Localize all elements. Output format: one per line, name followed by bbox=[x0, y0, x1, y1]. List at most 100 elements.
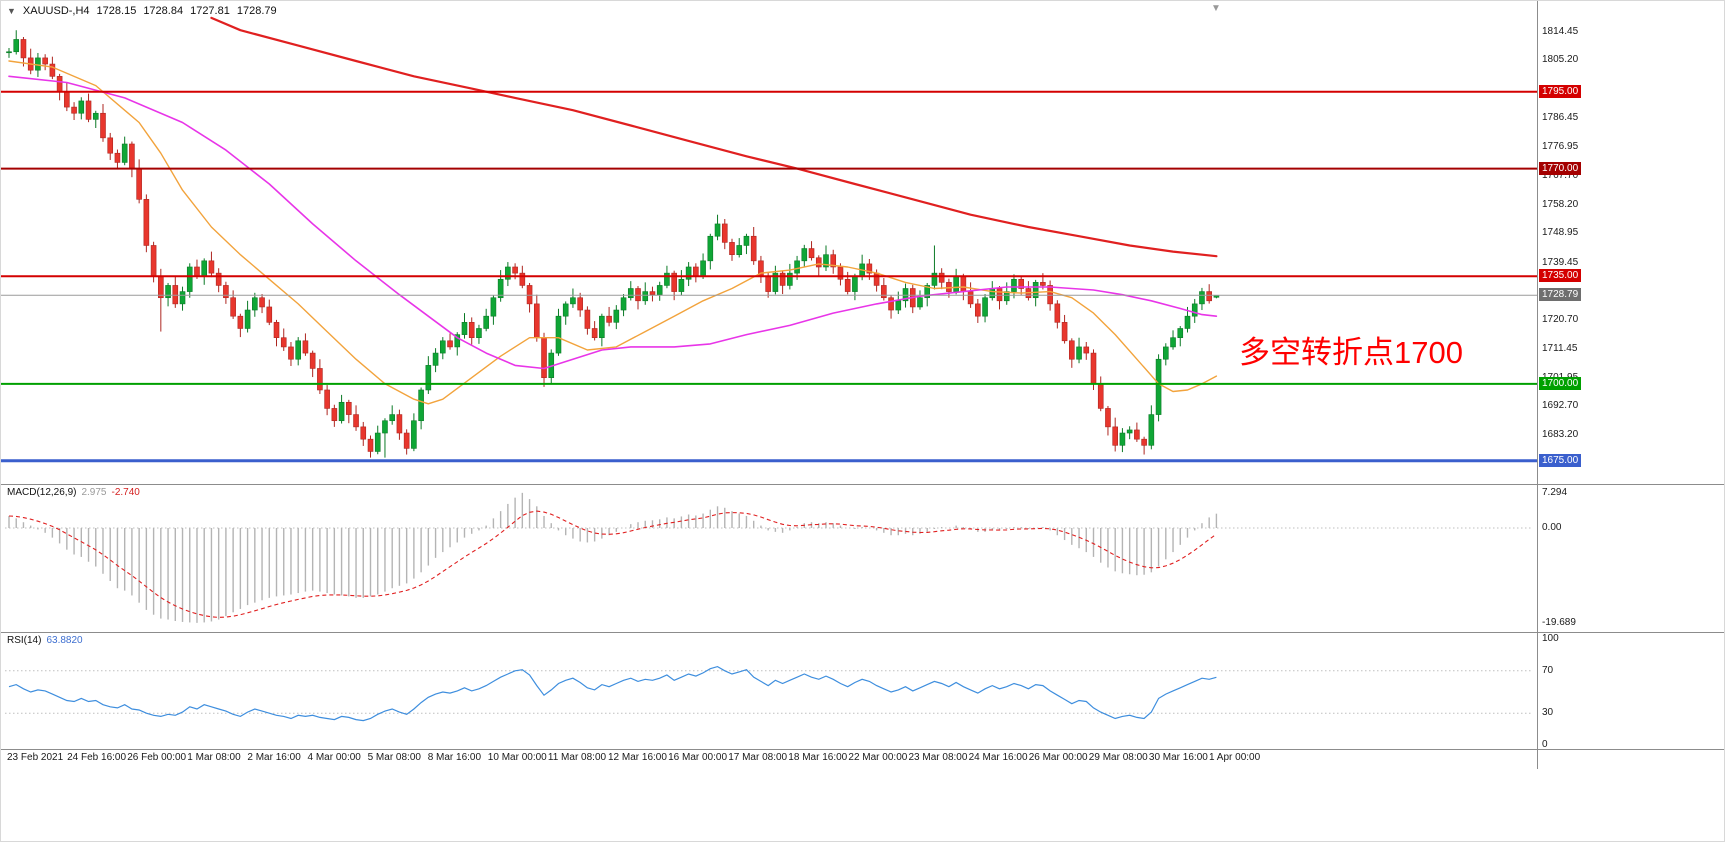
time-label: 29 Mar 08:00 bbox=[1088, 752, 1148, 763]
candle bbox=[895, 300, 902, 311]
symbol-dropdown-icon[interactable]: ▼ bbox=[7, 6, 16, 16]
price-level-badge[interactable]: 1700.00 bbox=[1539, 376, 1582, 390]
macd-axis-label: 7.294 bbox=[1542, 486, 1568, 498]
candle bbox=[468, 322, 475, 339]
candle bbox=[570, 297, 576, 305]
candle bbox=[367, 438, 374, 452]
candle bbox=[331, 408, 338, 422]
candle bbox=[1119, 432, 1126, 446]
candle bbox=[577, 297, 583, 311]
rsi-value: 63.8820 bbox=[46, 635, 83, 646]
candle bbox=[1003, 291, 1010, 302]
candle bbox=[953, 275, 959, 292]
candle bbox=[1061, 322, 1068, 342]
time-label: 23 Feb 2021 bbox=[7, 752, 64, 763]
candle bbox=[476, 328, 482, 339]
time-label: 10 Mar 00:00 bbox=[487, 752, 547, 763]
candle bbox=[765, 275, 771, 292]
price-tick-label: 1748.95 bbox=[1542, 227, 1579, 239]
price-level-badge[interactable]: 1735.00 bbox=[1539, 269, 1582, 283]
candle bbox=[1105, 408, 1111, 428]
candle bbox=[71, 106, 77, 114]
candle bbox=[461, 322, 468, 335]
candle bbox=[64, 91, 70, 108]
price-level-badge[interactable]: 1795.00 bbox=[1539, 84, 1582, 98]
candle bbox=[346, 401, 352, 415]
candle bbox=[794, 260, 800, 274]
time-label: 17 Mar 08:00 bbox=[728, 752, 788, 763]
candle bbox=[273, 322, 280, 339]
rsi-indicator-label: RSI(14) 63.8820 bbox=[7, 635, 83, 646]
macd-signal-line bbox=[8, 510, 1217, 618]
candle bbox=[497, 278, 504, 299]
candle bbox=[56, 76, 63, 93]
candle bbox=[707, 235, 714, 262]
candle bbox=[982, 297, 988, 317]
candle bbox=[996, 288, 1003, 302]
candle bbox=[960, 275, 967, 292]
candle bbox=[830, 254, 837, 268]
candle bbox=[844, 278, 851, 292]
candle bbox=[324, 389, 330, 409]
candle bbox=[808, 248, 815, 259]
price-tick-label: 1767.70 bbox=[1542, 169, 1579, 181]
candle bbox=[1184, 315, 1191, 329]
candle bbox=[100, 112, 106, 139]
candle bbox=[1076, 346, 1082, 360]
time-axis[interactable]: 23 Feb 2021 24 Feb 16:00 26 Feb 00:00 1 Mar… bbox=[1, 749, 1537, 769]
candle bbox=[1047, 285, 1053, 305]
candle bbox=[150, 245, 157, 277]
price-tick-label: 1692.70 bbox=[1542, 400, 1579, 412]
candle bbox=[649, 291, 656, 295]
candle bbox=[439, 340, 446, 354]
candle bbox=[266, 306, 273, 323]
time-label: 26 Mar 00:00 bbox=[1028, 752, 1088, 763]
price-level-badge[interactable]: 1770.00 bbox=[1539, 161, 1582, 175]
candle bbox=[389, 414, 395, 422]
rsi-line bbox=[8, 665, 1217, 722]
candle bbox=[1083, 346, 1090, 354]
candle bbox=[374, 432, 381, 452]
time-label: 4 Mar 00:00 bbox=[307, 752, 361, 763]
candle bbox=[671, 272, 677, 292]
ma-fast-line bbox=[8, 60, 1218, 405]
rsi-axis-label: 100 bbox=[1542, 633, 1559, 644]
candle bbox=[917, 297, 923, 308]
candle bbox=[1069, 340, 1075, 360]
candle bbox=[635, 288, 641, 302]
price-tick-label: 1786.45 bbox=[1542, 112, 1579, 123]
candle bbox=[295, 340, 302, 360]
price-axis[interactable]: 1814.45 1805.20 1786.45 1776.95 1767.70 1758.… bbox=[1538, 1, 1724, 769]
candle bbox=[1199, 291, 1205, 305]
candle bbox=[685, 266, 692, 280]
price-level-badge[interactable]: 1675.00 bbox=[1539, 453, 1582, 467]
candle bbox=[158, 275, 164, 299]
rsi-axis-label: 30 bbox=[1542, 707, 1554, 719]
rsi-axis-label: 0 bbox=[1542, 739, 1548, 750]
ohlc-high-value: 1728.84 bbox=[143, 5, 184, 17]
candle bbox=[1163, 346, 1169, 360]
price-tick-label: 1711.45 bbox=[1542, 342, 1578, 354]
candle bbox=[562, 303, 569, 317]
candle bbox=[736, 245, 743, 255]
candle bbox=[678, 278, 685, 292]
candle bbox=[1134, 429, 1140, 440]
candle bbox=[107, 137, 114, 154]
candle bbox=[121, 143, 128, 163]
candle bbox=[288, 346, 294, 360]
candle bbox=[721, 223, 728, 243]
macd-indicator-label: MACD(12,26,9) 2.975 -2.740 bbox=[7, 487, 140, 498]
chart-shift-marker-icon[interactable]: ▼ bbox=[1211, 3, 1221, 14]
candle bbox=[280, 337, 287, 348]
candle bbox=[237, 315, 244, 329]
candle bbox=[20, 39, 27, 59]
candle bbox=[403, 432, 410, 449]
candle bbox=[179, 291, 186, 305]
candle bbox=[317, 368, 323, 391]
symbol-timeframe-label: XAUUSD-,H4 bbox=[22, 5, 90, 17]
ohlc-open-value: 1728.15 bbox=[96, 5, 137, 17]
price-tick-label: 1739.45 bbox=[1542, 256, 1579, 268]
candle bbox=[779, 272, 786, 286]
candle bbox=[613, 309, 620, 323]
